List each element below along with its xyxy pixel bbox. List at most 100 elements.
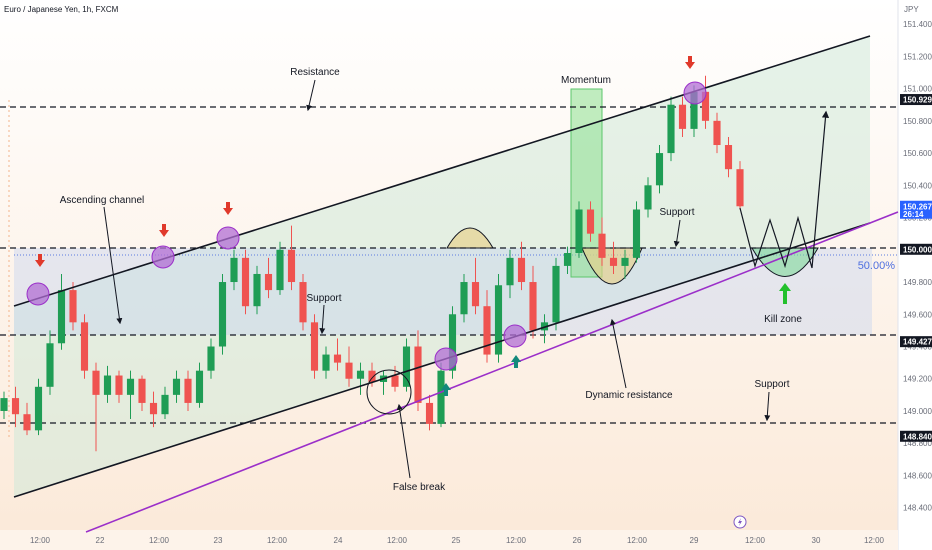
- annotation-support-top-right: Support: [659, 207, 694, 218]
- annotation-momentum: Momentum: [561, 75, 611, 86]
- touch-circle: [26, 282, 50, 306]
- pointer-line: [319, 304, 326, 335]
- price-axis-ticks: 151.400 151.200 151.000 150.800 150.600 150.4…: [903, 20, 932, 513]
- price-label-text: 149.427: [903, 338, 932, 347]
- candle-body: [149, 402, 158, 415]
- time-tick-label: 12:00: [506, 536, 527, 545]
- price-label-countdown: 26:14: [903, 210, 924, 219]
- candle-body: [46, 343, 54, 387]
- candle-body: [161, 394, 169, 415]
- price-tick-label: 148.800: [903, 439, 932, 448]
- candle-body: [241, 257, 250, 307]
- candle-body: [322, 354, 330, 371]
- candle-body: [138, 378, 146, 403]
- price-label-text: 150.000: [903, 245, 932, 254]
- touch-circle: [216, 226, 240, 250]
- candle-body: [644, 185, 652, 210]
- support-zone-fill: [14, 248, 872, 335]
- candle-body: [701, 91, 710, 121]
- annotation-kill-zone: Kill zone: [764, 314, 802, 325]
- pointer-line: [764, 391, 771, 422]
- price-label-text: 150.929: [903, 96, 932, 105]
- pointer-line: [306, 79, 316, 112]
- candle-body: [517, 257, 526, 283]
- price-tick-label: 149.000: [903, 407, 932, 416]
- annotation-ascending-channel: Ascending channel: [60, 195, 145, 206]
- candle-body: [575, 209, 583, 254]
- candle-body: [494, 285, 503, 355]
- time-tick-label: 12:00: [864, 536, 885, 545]
- candle-body: [483, 306, 491, 355]
- price-tick-label: 150.600: [903, 149, 932, 158]
- candle-body: [11, 398, 20, 415]
- sell-arrow-icon: [223, 202, 233, 215]
- time-tick-label: 24: [334, 536, 343, 545]
- candle-body: [172, 378, 181, 395]
- candle-body: [368, 370, 376, 382]
- sell-arrow-icon: [685, 56, 695, 69]
- candle-body: [69, 290, 77, 323]
- lightning-icon[interactable]: [733, 515, 747, 529]
- candle-body: [506, 257, 514, 286]
- candle-body: [287, 249, 296, 283]
- price-tick-label: 149.600: [903, 310, 932, 319]
- candle-body: [598, 233, 606, 258]
- candle-body: [356, 370, 365, 379]
- time-tick-label: 12:00: [267, 536, 288, 545]
- ascending-channel-fill: [14, 36, 870, 497]
- time-tick-label: 12:00: [627, 536, 648, 545]
- time-tick-label: 22: [96, 536, 105, 545]
- buy-arrow-icon: [511, 355, 521, 368]
- price-label-text: 148.840: [903, 432, 932, 441]
- pointer-line: [396, 403, 411, 479]
- candle-body: [529, 282, 537, 331]
- time-tick-label: 12:00: [149, 536, 170, 545]
- price-tick-label: 148.600: [903, 471, 932, 480]
- projection-path: [739, 110, 830, 269]
- price-tick-label: 151.400: [903, 20, 932, 29]
- time-axis-ticks: 12:00 22 12:00 23 12:00 24 12:00 25 12:00 26 12:00…: [30, 536, 885, 545]
- candles-group: [0, 75, 744, 452]
- time-tick-label: 12:00: [387, 536, 408, 545]
- pointer-line: [103, 206, 123, 325]
- price-tick-label: 150.800: [903, 117, 932, 126]
- candle-body: [310, 322, 319, 371]
- candle-body: [690, 91, 698, 129]
- candle-body: [655, 153, 664, 186]
- dynamic-resistance-line: [85, 211, 899, 533]
- candle-body: [563, 253, 572, 266]
- candle-body: [609, 257, 618, 266]
- candle-body: [552, 265, 560, 323]
- annotation-support-bottom-right: Support: [754, 379, 789, 390]
- candle-body: [0, 398, 8, 411]
- time-tick-label: 30: [812, 536, 821, 545]
- candle-body: [391, 375, 399, 387]
- fib-level-label: 50.00%: [858, 260, 896, 272]
- false-break-circle: [366, 369, 412, 415]
- candle-body: [34, 386, 43, 431]
- sell-arrow-icon: [159, 224, 169, 237]
- candle-body: [184, 378, 192, 403]
- price-axis-background: [898, 0, 932, 550]
- time-tick-label: 26: [573, 536, 582, 545]
- candle-body: [299, 282, 307, 323]
- currency-label: JPY: [904, 5, 919, 14]
- candle-body: [471, 282, 480, 307]
- candle-body: [345, 362, 353, 379]
- touch-circle: [151, 245, 175, 269]
- annotation-false-break: False break: [393, 482, 446, 493]
- time-tick-label: 29: [690, 536, 699, 545]
- symbol-title[interactable]: Euro / Japanese Yen, 1h, FXCM: [4, 5, 119, 14]
- sell-arrow-icon: [35, 254, 45, 267]
- kill-zone-arrow-icon: [779, 283, 791, 304]
- candle-body: [724, 145, 733, 170]
- candle-body: [437, 370, 445, 424]
- price-label-text: 150.267: [903, 202, 932, 211]
- candle-body: [264, 273, 273, 291]
- price-tick-label: 151.200: [903, 52, 932, 61]
- time-tick-label: 23: [214, 536, 223, 545]
- buy-arrow-icon: [441, 383, 451, 396]
- candle-body: [736, 169, 744, 207]
